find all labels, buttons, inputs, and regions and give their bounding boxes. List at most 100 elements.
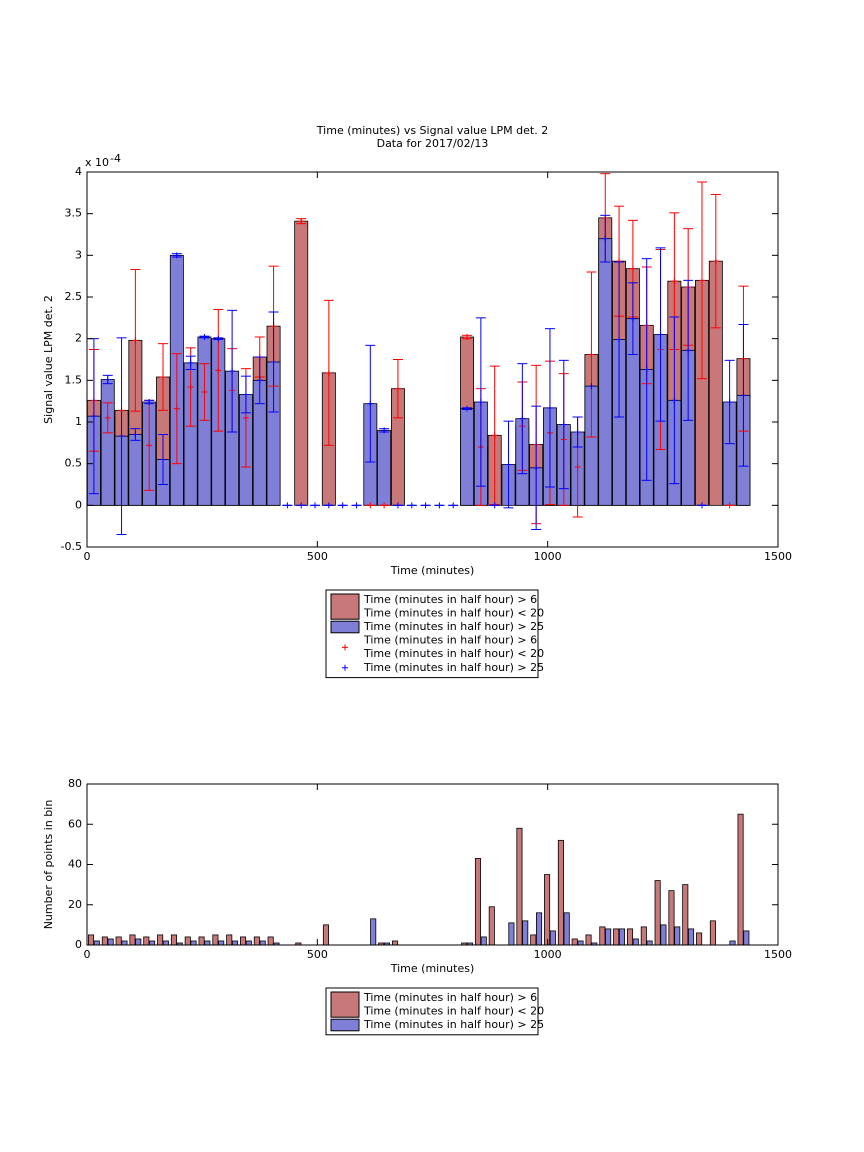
point-marker: [712, 258, 719, 265]
point-marker: [215, 335, 222, 342]
point-marker: [325, 369, 332, 376]
point-marker: [187, 359, 194, 366]
bar: [544, 874, 551, 946]
x-tick-label: 1500: [764, 550, 792, 563]
point-marker: [146, 442, 153, 449]
point-marker: [394, 385, 401, 392]
bar: [149, 940, 156, 946]
bar: [377, 429, 392, 506]
y-tick-label: 2: [75, 332, 82, 345]
bar: [157, 934, 164, 946]
bar: [598, 238, 613, 506]
point-marker: [671, 278, 678, 285]
legend-marker: [342, 664, 348, 671]
point-marker: [491, 432, 498, 439]
y-multiplier: x 10: [85, 156, 109, 169]
x-axis-label: Time (minutes): [390, 564, 475, 577]
point-marker: [436, 502, 443, 509]
bar: [563, 912, 570, 946]
point-marker: [270, 359, 277, 365]
point-marker: [491, 502, 498, 509]
bar: [618, 928, 625, 946]
legend-marker: [342, 644, 348, 651]
point-marker: [132, 431, 139, 438]
point-marker: [104, 376, 111, 383]
point-marker: [394, 502, 401, 509]
point-marker: [671, 397, 678, 404]
y-tick-label: 1.5: [65, 373, 83, 386]
bar: [162, 940, 169, 946]
point-marker: [284, 502, 291, 509]
point-marker: [616, 336, 623, 343]
legend-label: Time (minutes in half hour) > 6: [363, 991, 537, 1004]
bar: [115, 936, 122, 946]
y-tick-label: 20: [68, 898, 82, 911]
point-marker: [298, 502, 305, 509]
bar: [460, 408, 475, 506]
y-tick-label: 3: [75, 248, 82, 261]
bar: [557, 839, 564, 946]
bar: [370, 918, 377, 946]
point-marker: [118, 433, 125, 440]
point-marker: [325, 502, 332, 509]
plot-area: [87, 784, 778, 945]
y-tick-label: 80: [68, 777, 82, 790]
point-marker: [353, 502, 360, 509]
bar: [322, 924, 329, 946]
bar: [646, 940, 653, 946]
chart-title: Time (minutes) vs Signal value LPM det. …: [316, 124, 548, 137]
bar: [198, 936, 205, 946]
point-marker: [643, 366, 650, 373]
bar: [294, 220, 309, 506]
bar: [121, 940, 128, 946]
point-marker: [505, 461, 512, 468]
x-tick-label: 500: [307, 948, 328, 961]
bar: [107, 938, 114, 946]
x-tick-label: 500: [307, 550, 328, 563]
point-marker: [519, 415, 526, 422]
bar: [129, 934, 136, 946]
x-tick-label: 1500: [764, 948, 792, 961]
point-marker: [657, 331, 664, 338]
legend-box: [325, 589, 539, 679]
point-marker: [173, 405, 180, 412]
legend-swatch: [330, 593, 360, 620]
bar: [640, 926, 647, 946]
bar: [87, 934, 95, 946]
point-marker: [560, 421, 567, 428]
y-axis-label: Number of points in bin: [42, 800, 55, 930]
legend-label: Time (minutes in half hour) > 25: [363, 1018, 544, 1031]
legend-label: Time (minutes in half hour) < 20: [363, 606, 544, 619]
bar: [128, 434, 143, 506]
bar: [530, 934, 537, 946]
point-marker: [187, 384, 194, 390]
x-tick-label: 0: [84, 550, 91, 563]
y-exponent: -4: [110, 152, 121, 165]
point-marker: [422, 502, 429, 509]
y-tick-label: 3.5: [65, 207, 83, 220]
point-marker: [312, 502, 319, 509]
point-marker: [160, 456, 167, 463]
point-marker: [242, 414, 249, 421]
point-marker: [698, 277, 705, 284]
bar: [392, 940, 399, 946]
y-tick-label: 0: [75, 938, 82, 951]
point-marker: [229, 368, 236, 375]
point-marker: [629, 265, 636, 272]
point-marker: [104, 414, 111, 421]
bar: [613, 928, 620, 946]
point-marker: [381, 502, 388, 509]
point-marker: [464, 334, 471, 340]
bar: [654, 880, 661, 946]
point-marker: [574, 429, 581, 435]
point-marker: [242, 391, 249, 398]
bar: [605, 928, 612, 946]
bar: [240, 936, 247, 946]
bar: [696, 932, 703, 946]
bar: [488, 906, 495, 946]
point-marker: [381, 427, 388, 434]
y-tick-label: 0.5: [65, 457, 83, 470]
x-tick-label: 1000: [534, 948, 562, 961]
point-marker: [160, 374, 167, 380]
